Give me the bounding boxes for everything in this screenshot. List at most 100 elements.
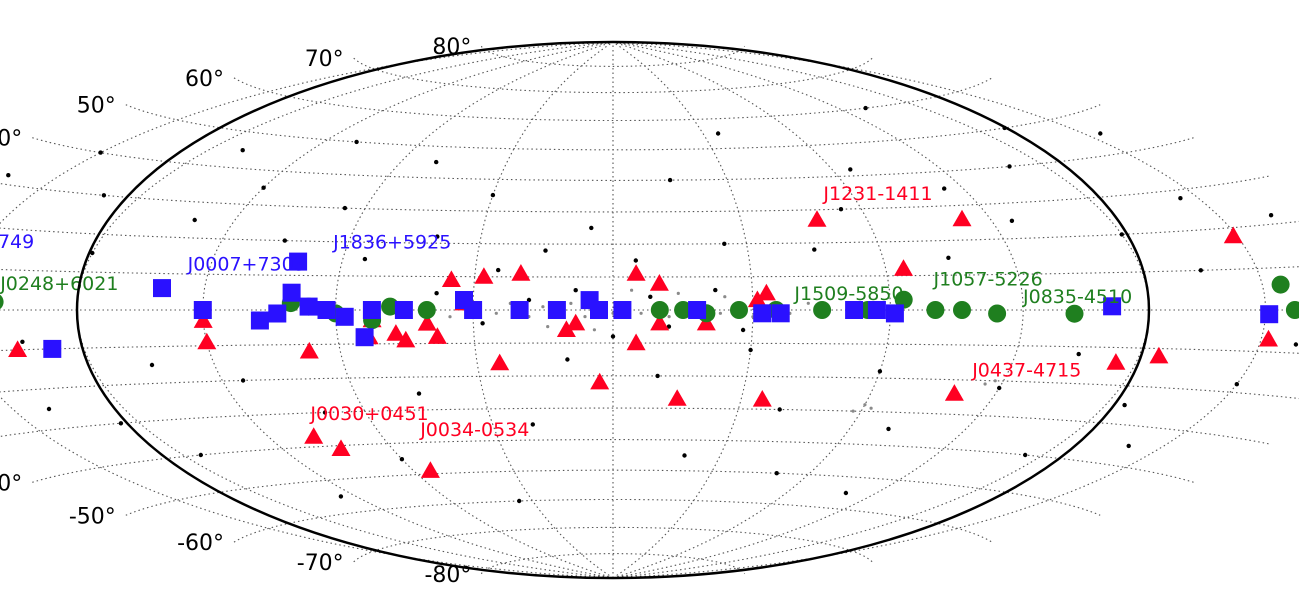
faint-source-point	[806, 301, 810, 305]
source-name-label: J1231-1411	[822, 183, 932, 205]
bright-source-layer	[6, 105, 1299, 504]
bright-source-point	[338, 494, 344, 499]
bright-source-point	[843, 490, 849, 496]
red-triangle-marker	[894, 259, 913, 276]
parallel-line	[233, 77, 993, 122]
faint-source-point	[983, 382, 987, 386]
parallel-line	[480, 45, 746, 67]
source-name-label: J0034-0534	[419, 419, 529, 441]
parallel-line	[0, 375, 1299, 400]
bright-source-point	[416, 391, 422, 396]
red-triangle-marker	[626, 264, 646, 281]
bright-source-point	[434, 291, 439, 296]
blue-square-marker	[1103, 297, 1122, 316]
bright-source-point	[101, 193, 107, 198]
bright-source-point	[1234, 382, 1240, 387]
blue-square-marker	[510, 301, 529, 319]
parallel-line	[0, 266, 1299, 278]
red-triangle-marker	[1223, 226, 1243, 244]
blue-square-marker	[335, 307, 354, 326]
bright-source-point	[722, 241, 727, 246]
blue-square-marker	[43, 339, 62, 358]
blue-square-marker	[464, 301, 483, 319]
faint-source-point	[993, 379, 997, 383]
bright-source-point	[886, 426, 891, 432]
blue-square-marker	[590, 301, 608, 319]
latitude-label: 50°	[77, 94, 116, 119]
red-triangle-marker	[490, 353, 510, 371]
bright-source-point	[1198, 268, 1204, 273]
bright-source-point	[46, 406, 52, 412]
blue-square-marker	[282, 283, 301, 302]
red-triangle-marker	[756, 283, 776, 301]
faint-source-point	[592, 328, 597, 332]
green-circle-marker	[674, 301, 693, 319]
blue-square-marker	[193, 301, 212, 319]
bright-source-point	[435, 234, 440, 239]
faint-source-point	[863, 403, 867, 407]
bright-source-point	[98, 150, 103, 155]
blue-square-marker	[153, 279, 171, 298]
red-triangle-marker	[1106, 353, 1126, 370]
red-triangle-marker	[650, 313, 670, 331]
bright-source-point	[666, 324, 672, 329]
blue-square-marker	[845, 301, 864, 319]
red-triangle-marker	[952, 209, 972, 227]
blue-square-marker	[317, 301, 336, 319]
red-triangle-marker	[590, 372, 610, 390]
blue-square-marker	[867, 301, 886, 319]
blue-square-marker	[268, 304, 287, 323]
green-circle-marker	[926, 301, 945, 319]
bright-source-point	[496, 267, 501, 273]
red-triangle-marker	[331, 439, 351, 456]
red-triangle-marker	[556, 320, 576, 337]
bright-source-point	[573, 288, 578, 293]
latitude-label-layer: 80°70°60°50°40°30°20°10°0°-10°-20°-30°-4…	[0, 35, 471, 588]
red-triangle-marker	[417, 313, 437, 331]
green-circle-marker	[650, 301, 669, 319]
parallel-line	[0, 175, 1270, 213]
bright-source-point	[946, 255, 951, 260]
bright-source-point	[655, 373, 660, 379]
blue-square-marker	[688, 301, 707, 319]
meridian-line	[612, 41, 1024, 579]
faint-source-point	[583, 315, 587, 319]
green-circle-marker	[1285, 301, 1299, 319]
parallel-line	[0, 342, 1299, 354]
parallel-line	[480, 553, 746, 575]
red-triangle-marker	[299, 341, 319, 359]
bright-source-point	[1009, 218, 1015, 223]
meridian-line	[612, 41, 1267, 579]
faint-source-point	[676, 291, 680, 295]
faint-source-point	[541, 305, 545, 309]
green-circle-marker	[417, 301, 436, 319]
source-name-label: J0030+0451	[309, 403, 428, 425]
bright-source-point	[1007, 164, 1012, 169]
latitude-label: -70°	[297, 551, 344, 576]
green-circle-marker	[953, 301, 971, 319]
bright-source-point	[198, 452, 203, 458]
coordinate-grid	[0, 41, 1299, 579]
bright-source-point	[490, 192, 496, 198]
latitude-label: -60°	[177, 531, 224, 556]
bright-source-point	[589, 225, 594, 231]
red-triangle-marker	[566, 313, 586, 331]
bright-source-point	[434, 159, 439, 165]
source-name-label: J1509-5850	[793, 283, 903, 305]
faint-source-point	[667, 315, 671, 319]
meridian-line	[0, 41, 614, 579]
green-circle-marker	[988, 304, 1007, 323]
bright-source-point	[863, 105, 868, 111]
faint-source-point	[869, 406, 873, 410]
green-circle-marker	[0, 294, 4, 310]
blue-square-marker	[885, 304, 904, 323]
bright-source-point	[362, 256, 368, 262]
bright-source-point	[740, 327, 746, 333]
bright-source-point	[1293, 342, 1299, 347]
bright-source-point	[399, 457, 405, 462]
bright-source-point	[1268, 213, 1274, 218]
bright-source-point	[342, 205, 348, 211]
bright-source-point	[648, 294, 653, 299]
parallel-line	[0, 407, 1270, 445]
